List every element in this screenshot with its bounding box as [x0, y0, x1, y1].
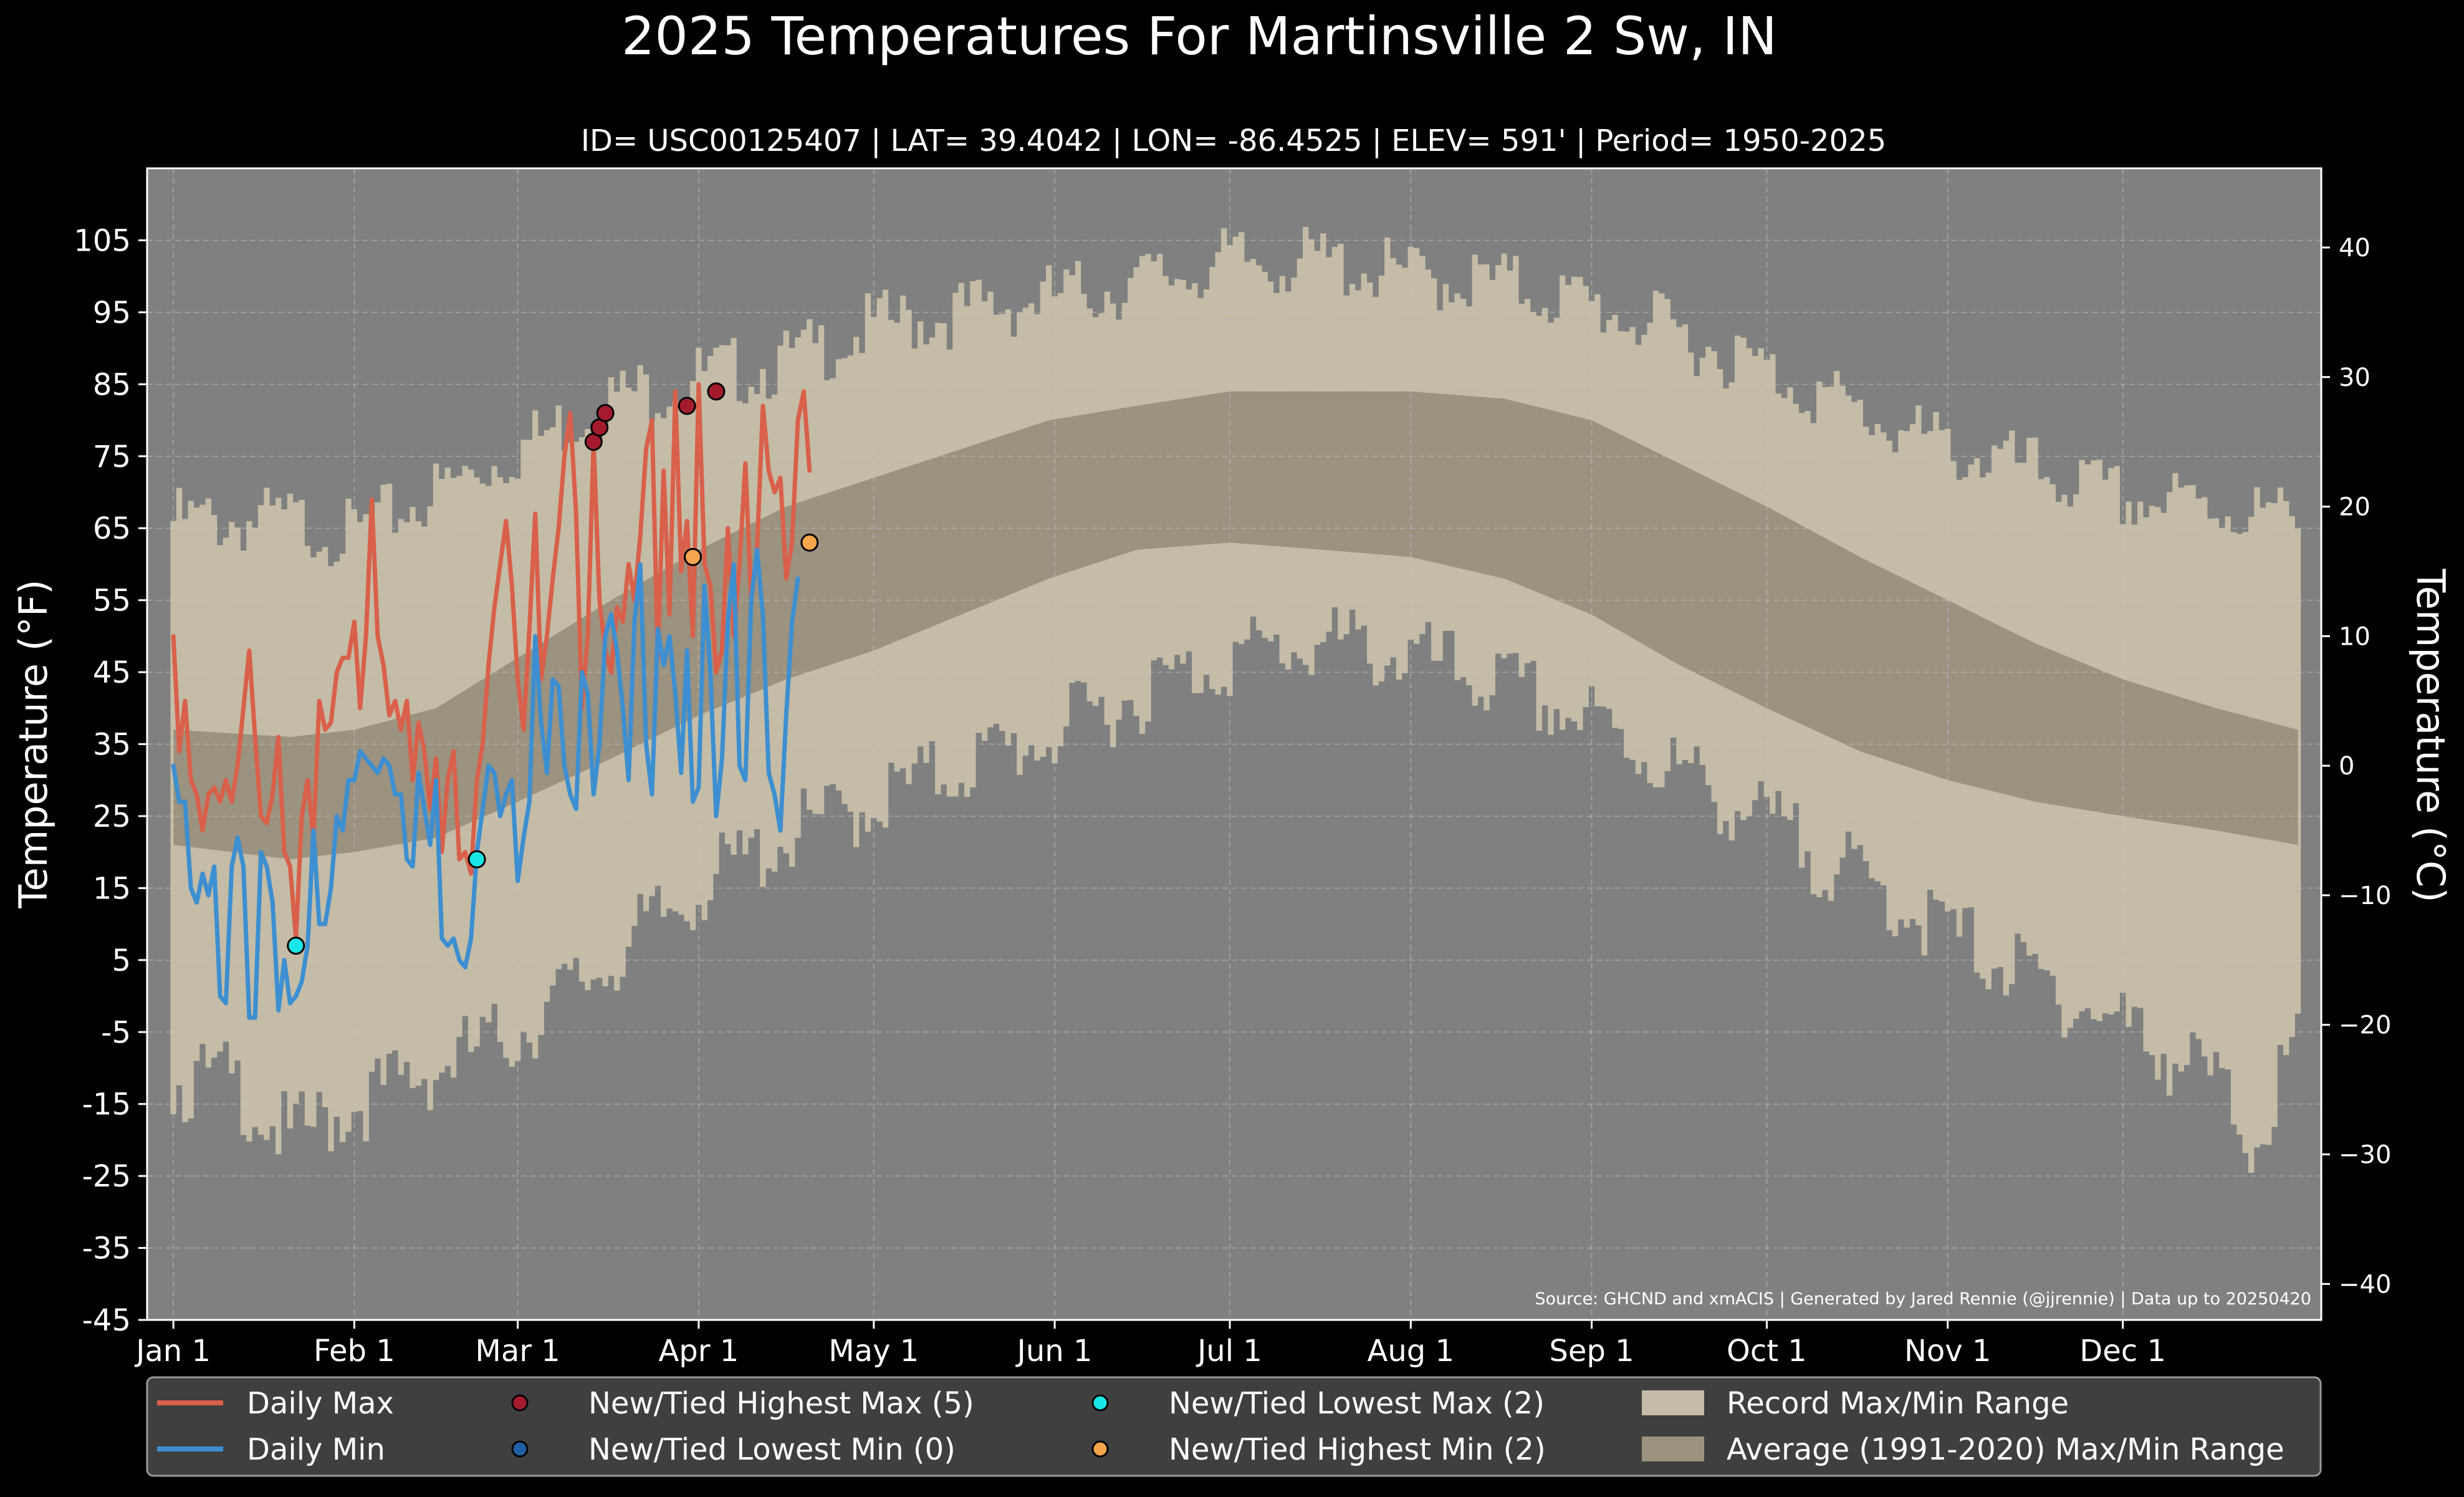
y-tick-label-left: 35: [93, 728, 131, 763]
x-tick-label: Oct 1: [1727, 1334, 1807, 1369]
chart-title: 2025 Temperatures For Martinsville 2 Sw,…: [621, 6, 1777, 67]
record-marker-point: [678, 397, 696, 415]
legend-label: New/Tied Lowest Min (0): [588, 1432, 956, 1467]
legend-marker-swatch: [1091, 1440, 1109, 1458]
y-tick-label-left: 25: [93, 799, 131, 834]
record-marker-point: [467, 850, 486, 869]
x-tick-label: Feb 1: [314, 1334, 395, 1369]
y-axis-label-left: Temperature (°F): [11, 579, 56, 909]
legend-label: Average (1991-2020) Max/Min Range: [1727, 1432, 2284, 1467]
record-marker-point: [800, 533, 819, 552]
daily-max-line: [171, 382, 812, 941]
y-tick-label-left: 55: [93, 584, 131, 619]
y-tick-label-left: -25: [82, 1159, 131, 1194]
legend-patch-swatch: [1642, 1390, 1704, 1415]
legend-patch-swatch: [1642, 1437, 1704, 1461]
x-tick-label: Jan 1: [134, 1334, 211, 1369]
y-tick-label-right: −10: [2339, 882, 2391, 910]
record-markers: [287, 382, 819, 955]
y-tick-label-left: 45: [93, 655, 131, 690]
degree-symbol: °: [11, 617, 56, 636]
grid-lines: [147, 168, 2321, 1321]
legend-box: [146, 1376, 2322, 1477]
legend-marker-swatch: [1091, 1394, 1109, 1412]
y-tick-label-right: −20: [2339, 1011, 2391, 1040]
legend-marker-swatch: [511, 1394, 529, 1412]
y-tick-label-left: 95: [93, 296, 131, 330]
legend-label: New/Tied Lowest Max (2): [1169, 1386, 1545, 1421]
daily-min-line: [171, 547, 800, 1020]
y-tick-label-right: 40: [2339, 234, 2371, 262]
y-tick-label-left: 105: [74, 223, 131, 258]
x-tick-label: Aug 1: [1367, 1334, 1454, 1369]
y-tick-label-right: −40: [2339, 1270, 2391, 1299]
y-tick-label-left: 85: [93, 367, 131, 402]
y-tick-label-right: 10: [2339, 622, 2371, 651]
legend-label: Daily Min: [247, 1432, 385, 1467]
y-tick-label-left: 5: [112, 943, 131, 978]
y-tick-label-left: -35: [82, 1231, 131, 1266]
chart-subtitle: ID= USC00125407 | LAT= 39.4042 | LON= -8…: [581, 123, 1886, 158]
degree-symbol: °: [2408, 841, 2453, 860]
x-tick-label: Apr 1: [658, 1334, 739, 1369]
y-tick-label-left: -15: [82, 1087, 131, 1122]
legend-label: Daily Max: [247, 1386, 394, 1421]
legend-marker-swatch: [511, 1440, 529, 1458]
plot-area: Source: GHCND and xmACIS | Generated by …: [146, 167, 2323, 1321]
y-axis-label-right: Temperature (°C): [2408, 568, 2453, 902]
y-tick-label-right: 20: [2339, 493, 2371, 522]
legend-label: New/Tied Highest Min (2): [1169, 1432, 1546, 1467]
x-tick-label: Mar 1: [475, 1334, 560, 1369]
x-tick-label: Jun 1: [1015, 1334, 1093, 1369]
x-tick-label: Sep 1: [1549, 1334, 1634, 1369]
legend-label: New/Tied Highest Max (5): [588, 1386, 974, 1421]
record-marker-point: [707, 382, 726, 401]
record-marker-point: [684, 547, 702, 566]
legend: Daily Max Daily Min New/Tied Highest Max (…: [146, 1376, 2322, 1477]
x-tick-label: May 1: [828, 1334, 919, 1369]
source-note: Source: GHCND and xmACIS | Generated by …: [1535, 1289, 2311, 1309]
record-marker-point: [287, 936, 305, 955]
y-tick-label-right: −30: [2339, 1140, 2391, 1169]
record-marker-point: [596, 403, 615, 422]
legend-label: Record Max/Min Range: [1727, 1386, 2069, 1421]
y-tick-label-left: -5: [101, 1015, 131, 1050]
x-tick-label: Nov 1: [1904, 1334, 1991, 1369]
y-tick-label-left: -45: [82, 1303, 131, 1338]
axes: -45 -35 -25 -15 -5 5 15 25 35 45 55 65 75 85 95 105 −40 −…: [74, 223, 2391, 1369]
y-tick-label-left: 65: [93, 511, 131, 546]
y-tick-label-right: 30: [2339, 363, 2371, 392]
y-tick-label-left: 75: [93, 440, 131, 474]
y-tick-label-left: 15: [93, 871, 131, 906]
x-tick-label: Dec 1: [2079, 1334, 2166, 1369]
x-tick-label: Jul 1: [1196, 1334, 1262, 1369]
y-tick-label-right: 0: [2339, 752, 2354, 781]
